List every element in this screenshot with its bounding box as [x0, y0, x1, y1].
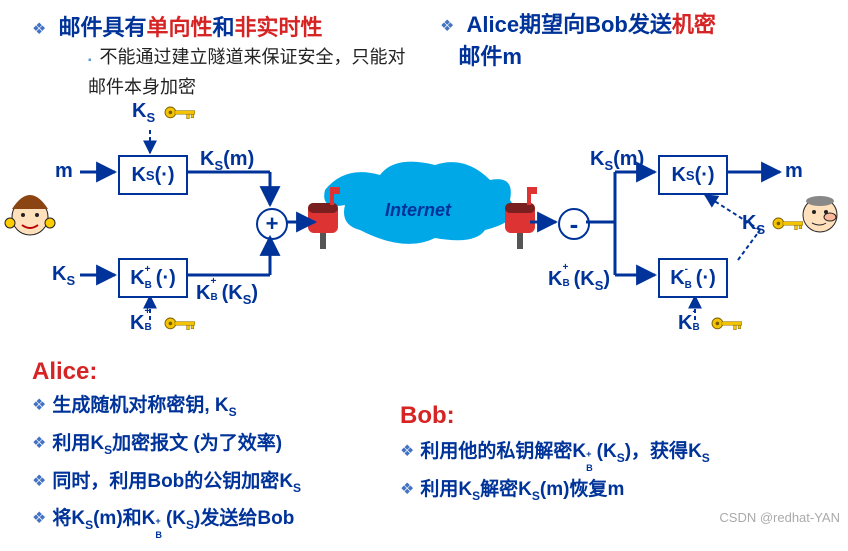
ks-out-right: KS: [742, 212, 765, 237]
header-left: ❖ 邮件具有单向性和非实时性: [32, 10, 323, 42]
header-left-pre: 邮件具有: [58, 15, 146, 40]
diamond-icon: ❖: [32, 21, 46, 38]
box-ks-enc: KS(·): [118, 155, 188, 195]
hr-red: 机密: [672, 12, 716, 37]
header-sub: ▪不能通过建立隧道来保证安全，只能对邮件本身加密: [88, 44, 408, 100]
box-kbp-enc: K+B (·): [118, 258, 188, 298]
plus-node: +: [256, 208, 288, 240]
ksm-label-left: KS(m): [200, 148, 254, 173]
header-sub-text: 不能通过建立隧道来保证安全，只能对邮件本身加密: [88, 47, 406, 97]
watermark: CSDN @redhat-YAN: [719, 510, 840, 525]
bob-title: Bob:: [400, 402, 455, 430]
ks-input: KS: [52, 263, 75, 288]
kbks-label-right: K+B (KS): [548, 268, 610, 293]
hr-end: 邮件: [458, 44, 502, 69]
bob-list: ❖利用他的私钥解密K+B (KS)，获得KS ❖利用KS解密KS(m)恢复m: [400, 436, 710, 512]
internet-label: Internet: [385, 200, 451, 221]
kbm-key-label: K-B: [678, 312, 692, 335]
box-ks-dec: KS(·): [658, 155, 728, 195]
hr-bob: Bob: [585, 12, 628, 37]
box-kbm-dec: K-B (·): [658, 258, 728, 298]
header-left-red1: 单向性: [146, 15, 212, 40]
m-input: m: [55, 160, 73, 183]
key-icon: [165, 107, 195, 119]
square-icon: ▪: [88, 55, 92, 66]
header-right: ❖ Alice期望向Bob发送机密 邮件m: [440, 10, 840, 72]
hr-mid: 期望向: [519, 12, 585, 37]
list-item: ❖利用KS解密KS(m)恢复m: [400, 474, 710, 512]
hr-tail: 发送: [628, 12, 672, 37]
kbks-label-left: K+B (KS): [196, 282, 258, 307]
header-left-red2: 非实时性: [235, 15, 323, 40]
list-item: ❖利用他的私钥解密K+B (KS)，获得KS: [400, 436, 710, 474]
minus-node: -: [558, 208, 590, 240]
list-item: ❖同时，利用Bob的公钥加密KS: [32, 466, 301, 504]
m-output: m: [785, 160, 803, 183]
list-item: ❖生成随机对称密钥, KS: [32, 390, 301, 428]
hr-alice: Alice: [466, 12, 519, 37]
alice-title: Alice:: [32, 358, 97, 386]
alice-list: ❖生成随机对称密钥, KS ❖利用KS加密报文 (为了效率) ❖同时，利用Bob…: [32, 390, 301, 541]
hr-m: m: [502, 44, 522, 69]
list-item: ❖利用KS加密报文 (为了效率): [32, 428, 301, 466]
kbp-key-label: K+B: [130, 312, 144, 335]
diamond-icon: ❖: [440, 18, 454, 35]
list-item: ❖将KS(m)和K+B (KS)发送给Bob: [32, 503, 301, 541]
header-left-mid: 和: [213, 15, 235, 40]
ks-key-label-top: KS: [132, 100, 155, 125]
ksm-label-right: KS(m): [590, 148, 644, 173]
